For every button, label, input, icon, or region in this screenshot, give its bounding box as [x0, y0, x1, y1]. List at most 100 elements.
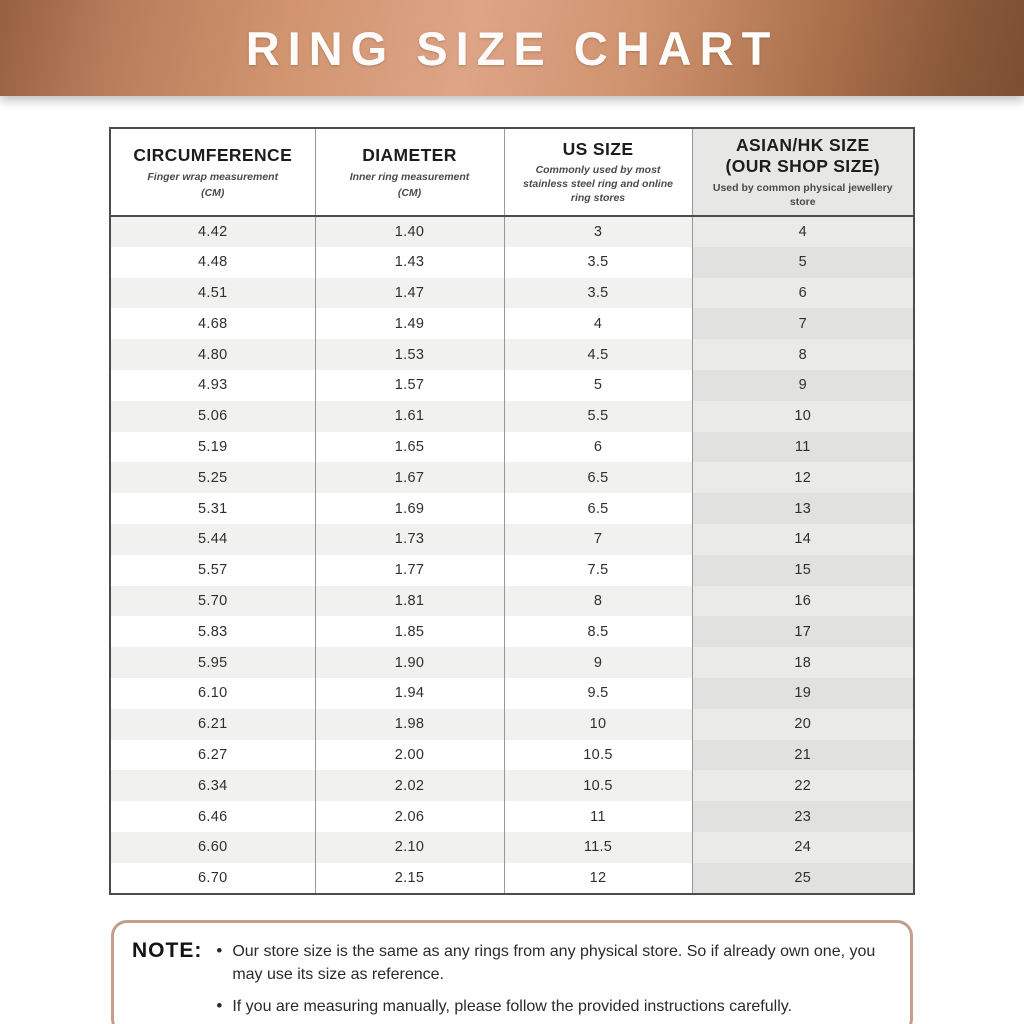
table-row: 5.57 1.77 7.5 15: [110, 554, 914, 586]
circumference-cell: 5.31: [110, 493, 316, 524]
header-circumference-unit: (CM): [201, 186, 225, 199]
us-size-cell: 10.5: [504, 770, 693, 802]
asian-size-cell: 9: [692, 370, 914, 401]
us-size-cell: 6.5: [504, 462, 693, 494]
asian-size-cell: 10: [692, 400, 914, 432]
us-size-cell: 10.5: [504, 739, 693, 771]
circumference-cell: 5.83: [110, 616, 316, 648]
us-size-cell: 3: [504, 216, 693, 247]
table-row: 6.27 2.00 10.5 21: [110, 739, 914, 771]
us-size-cell: 4.5: [504, 339, 693, 371]
table-row: 4.42 1.40 3 4: [110, 216, 914, 247]
header-diameter-unit: (CM): [397, 186, 422, 199]
table-row: 5.25 1.67 6.5 12: [110, 462, 914, 494]
us-size-cell: 12: [504, 862, 693, 894]
diameter-cell: 1.57: [315, 370, 505, 401]
circumference-cell: 4.68: [110, 308, 316, 340]
diameter-cell: 1.85: [315, 616, 505, 648]
circumference-cell: 4.51: [110, 277, 316, 309]
circumference-cell: 6.27: [110, 739, 316, 771]
diameter-cell: 1.53: [315, 339, 505, 371]
diameter-cell: 1.94: [315, 677, 505, 709]
asian-size-cell: 6: [692, 277, 914, 309]
asian-size-cell: 16: [692, 585, 914, 617]
circumference-cell: 5.44: [110, 524, 316, 555]
asian-size-cell: 5: [692, 246, 914, 278]
asian-size-cell: 7: [692, 308, 914, 340]
table-row: 6.70 2.15 12 25: [110, 862, 914, 894]
us-size-cell: 5: [504, 370, 693, 401]
ring-size-table: CIRCUMFERENCE Finger wrap measurement (C…: [109, 127, 915, 895]
us-size-cell: 4: [504, 308, 693, 340]
diameter-cell: 1.43: [315, 246, 505, 278]
circumference-cell: 5.25: [110, 462, 316, 494]
header-diameter-title: DIAMETER: [362, 145, 457, 166]
diameter-cell: 1.40: [315, 216, 505, 247]
us-size-cell: 11: [504, 801, 693, 832]
diameter-cell: 2.10: [315, 831, 505, 863]
asian-size-cell: 23: [692, 801, 914, 832]
asian-size-cell: 25: [692, 862, 914, 894]
circumference-cell: 4.42: [110, 216, 316, 247]
table-row: 4.48 1.43 3.5 5: [110, 246, 914, 278]
circumference-cell: 6.60: [110, 831, 316, 863]
asian-size-cell: 17: [692, 616, 914, 648]
diameter-cell: 2.15: [315, 862, 505, 894]
asian-size-cell: 21: [692, 739, 914, 771]
asian-size-cell: 13: [692, 493, 914, 524]
circumference-cell: 5.70: [110, 585, 316, 617]
header-us-size-title: US SIZE: [562, 138, 634, 159]
size-table-body: 4.42 1.40 3 4 4.48 1.43 3.5 5 4.51 1.47 3.5 6 4.68 1.…: [110, 216, 914, 894]
diameter-cell: 1.49: [315, 308, 505, 340]
asian-size-cell: 19: [692, 677, 914, 709]
diameter-cell: 1.61: [315, 400, 505, 432]
table-row: 5.70 1.81 8 16: [110, 585, 914, 617]
table-row: 5.83 1.85 8.5 17: [110, 616, 914, 648]
asian-size-cell: 11: [692, 431, 914, 463]
asian-size-cell: 4: [692, 216, 914, 247]
circumference-cell: 4.93: [110, 370, 316, 401]
diameter-cell: 1.73: [315, 524, 505, 555]
header-asian-size-subtitle: Used by common physical jewellery store: [712, 181, 893, 208]
us-size-cell: 3.5: [504, 277, 693, 309]
table-row: 5.44 1.73 7 14: [110, 524, 914, 555]
table-row: 6.10 1.94 9.5 19: [110, 677, 914, 709]
table-header: CIRCUMFERENCE Finger wrap measurement (C…: [110, 128, 914, 218]
note-box: NOTE: Our store size is the same as any …: [111, 919, 913, 1024]
diameter-cell: 1.67: [315, 462, 505, 494]
diameter-cell: 1.90: [315, 647, 505, 678]
circumference-cell: 6.70: [110, 862, 316, 894]
diameter-cell: 1.65: [315, 431, 505, 463]
asian-size-cell: 22: [692, 770, 914, 802]
circumference-cell: 5.06: [110, 400, 316, 432]
diameter-cell: 2.02: [315, 770, 505, 802]
table-row: 4.68 1.49 4 7: [110, 308, 914, 340]
table-row: 5.19 1.65 6 11: [110, 431, 914, 463]
us-size-cell: 8.5: [504, 616, 693, 648]
diameter-cell: 2.00: [315, 739, 505, 771]
table-row: 5.95 1.90 9 18: [110, 647, 914, 678]
asian-size-cell: 12: [692, 462, 914, 494]
asian-size-cell: 15: [692, 554, 914, 586]
circumference-cell: 6.46: [110, 801, 316, 832]
header-asian-size-title2: (OUR SHOP SIZE): [725, 156, 880, 177]
us-size-cell: 8: [504, 585, 693, 617]
header-diameter-subtitle: Inner ring measurement: [349, 170, 470, 183]
header-us-size: US SIZE Commonly used by most stainless …: [504, 128, 693, 218]
us-size-cell: 5.5: [504, 400, 693, 432]
table-row: 5.31 1.69 6.5 13: [110, 493, 914, 524]
header-row: CIRCUMFERENCE Finger wrap measurement (C…: [110, 128, 914, 218]
circumference-cell: 6.21: [110, 708, 316, 740]
us-size-cell: 7.5: [504, 554, 693, 586]
table-row: 6.60 2.10 11.5 24: [110, 831, 914, 863]
asian-size-cell: 24: [692, 831, 914, 863]
circumference-cell: 6.34: [110, 770, 316, 802]
table-row: 6.34 2.02 10.5 22: [110, 770, 914, 802]
us-size-cell: 9.5: [504, 677, 693, 709]
header-diameter: DIAMETER Inner ring measurement (CM): [315, 128, 505, 218]
us-size-cell: 6: [504, 431, 693, 463]
table-row: 5.06 1.61 5.5 10: [110, 400, 914, 432]
asian-size-cell: 14: [692, 524, 914, 555]
note-list: Our store size is the same as any rings …: [216, 939, 888, 1019]
circumference-cell: 4.48: [110, 246, 316, 278]
